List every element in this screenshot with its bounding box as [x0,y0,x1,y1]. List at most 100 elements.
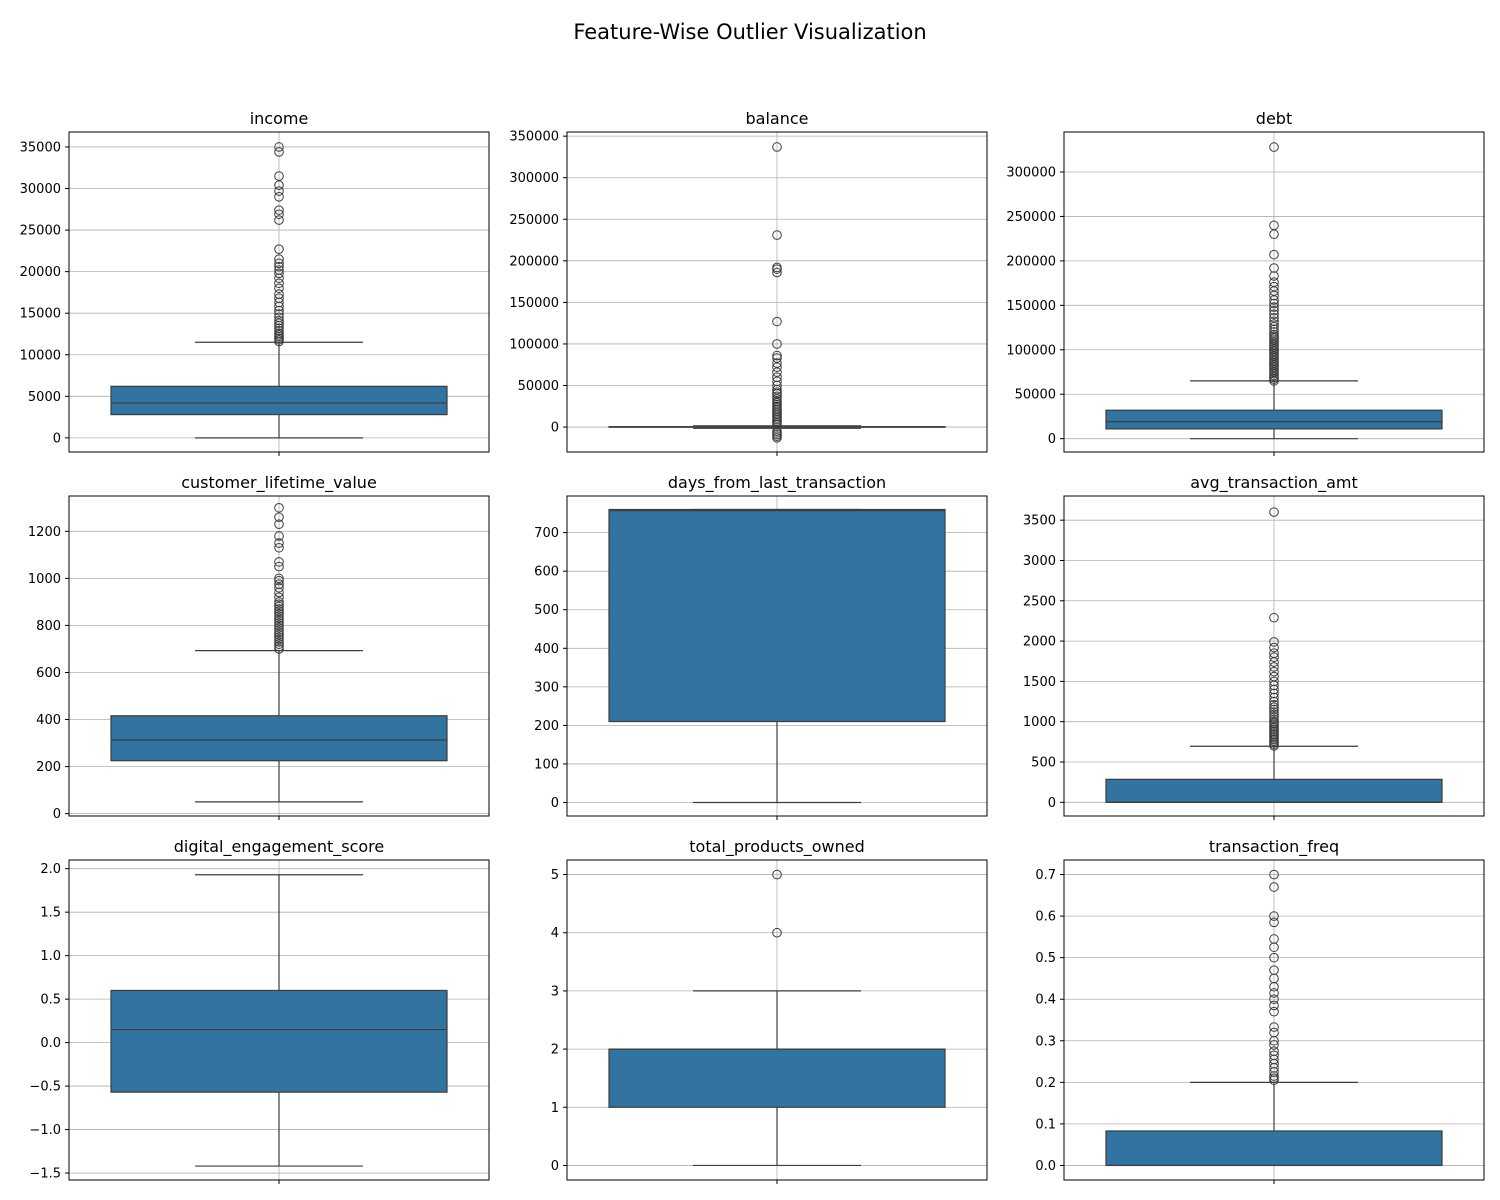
outlier-point [274,613,284,624]
outlier-point [1269,642,1279,653]
y-tick-label: 5 [551,868,559,883]
y-tick-label: 2000 [1023,635,1056,650]
outlier-point [1269,298,1279,309]
outlier-point [1269,911,1279,921]
outlier-point [772,869,782,880]
y-tick-label: 700 [534,526,559,541]
outlier-point [274,608,284,619]
outlier-point [274,611,284,621]
outlier-point [1269,988,1279,998]
y-tick-label: 20000 [20,265,61,280]
outlier-point [1269,302,1279,312]
outlier-point [1269,1000,1279,1011]
outlier-point [274,604,284,614]
outlier-point [1269,1046,1279,1056]
y-tick-label: 4 [551,926,559,941]
y-tick-label: 0 [551,1159,559,1174]
y-tick-label: 0 [53,807,61,822]
outlier-point [1269,882,1279,892]
y-tick-label: 15000 [20,307,61,322]
outlier-point [772,396,782,407]
outlier-point [274,171,284,181]
outlier-point [274,502,284,513]
outlier-point [1269,1027,1279,1038]
outlier-point [274,601,284,612]
subplot-transaction-freq: 0.0 0.1 0.2 0.3 0.4 0.5 0.6 0.7 transaction_freq [1035,837,1485,1184]
y-tick-label: 250000 [509,213,559,228]
outlier-point [1269,507,1279,517]
outlier-point [274,542,284,553]
subplot-income: 0 5000 10000 15000 20000 25000 30000 35000 incom… [20,109,490,456]
y-tick-label: 3000 [1023,554,1056,569]
outlier-point [1269,869,1279,880]
outlier-point [1269,702,1279,712]
y-tick-label: 0.2 [1035,1076,1056,1091]
outlier-point [1269,714,1279,725]
subplot-debt: 0 50000 100000 150000 200000 250000 300000 debt [1006,109,1485,456]
y-tick-label: 0.3 [1035,1034,1056,1049]
outlier-point [1269,917,1279,928]
y-tick-label: 1.0 [40,949,61,964]
outlier-point [772,230,782,240]
y-tick-label: 100000 [1006,343,1056,358]
y-tick-label: −1.5 [29,1167,61,1182]
y-tick-label: 0.5 [1035,951,1056,966]
outlier-point [274,180,284,190]
outlier-point [1269,965,1279,975]
y-tick-label: −0.5 [29,1080,61,1095]
outlier-point [772,372,782,382]
y-tick-label: 600 [36,666,61,681]
y-tick-label: 400 [36,713,61,728]
outlier-point [274,261,284,272]
y-tick-label: 200000 [1006,254,1056,269]
outlier-point [1269,1050,1279,1061]
outlier-point [1269,281,1279,292]
outlier-point [1269,952,1279,963]
subplot-title: avg_transaction_amt [1190,473,1357,493]
outlier-point [1269,142,1279,152]
subplot-title: days_from_last_transaction [668,473,886,493]
y-tick-label: 100000 [509,337,559,352]
outlier-point [274,519,284,530]
y-tick-label: 0.4 [1035,993,1056,1008]
y-tick-label: 300000 [1006,166,1056,181]
y-tick-label: 200 [534,719,559,734]
subplot-title: transaction_freq [1209,837,1339,857]
outlier-point [1269,1040,1279,1050]
outlier-point [274,309,284,319]
outlier-point [274,283,284,294]
outlier-point [274,625,284,635]
y-tick-label: 350000 [509,130,559,145]
y-tick-label: 0.7 [1035,868,1056,883]
y-tick-label: 0.6 [1035,910,1056,925]
iqr-box [608,1048,946,1108]
outlier-point [1269,934,1279,944]
y-tick-label: 2500 [1023,594,1056,609]
y-tick-label: 200 [36,760,61,775]
iqr-box [608,508,946,723]
outlier-point [274,597,284,607]
outlier-point [274,599,284,610]
outlier-point [274,582,284,593]
figure-title: Feature-Wise Outlier Visualization [573,20,927,44]
outlier-point [772,927,782,938]
outlier-point [1269,612,1279,623]
y-tick-label: 0 [551,796,559,811]
y-tick-label: 1000 [28,572,61,587]
outlier-point [1269,671,1279,682]
outlier-point [1269,696,1279,707]
outlier-point [274,575,284,586]
y-tick-label: 2.0 [40,862,61,877]
outlier-point [274,312,284,323]
outlier-point [1269,271,1279,281]
outlier-point [1269,329,1279,340]
outlier-point [772,367,782,378]
y-tick-label: 50000 [518,379,559,394]
outlier-point [772,267,782,278]
subplot-title: digital_engagement_score [174,837,385,857]
outlier-point [274,512,284,522]
outlier-point [274,630,284,640]
outlier-point [1269,277,1279,288]
y-tick-label: 3500 [1023,514,1056,529]
